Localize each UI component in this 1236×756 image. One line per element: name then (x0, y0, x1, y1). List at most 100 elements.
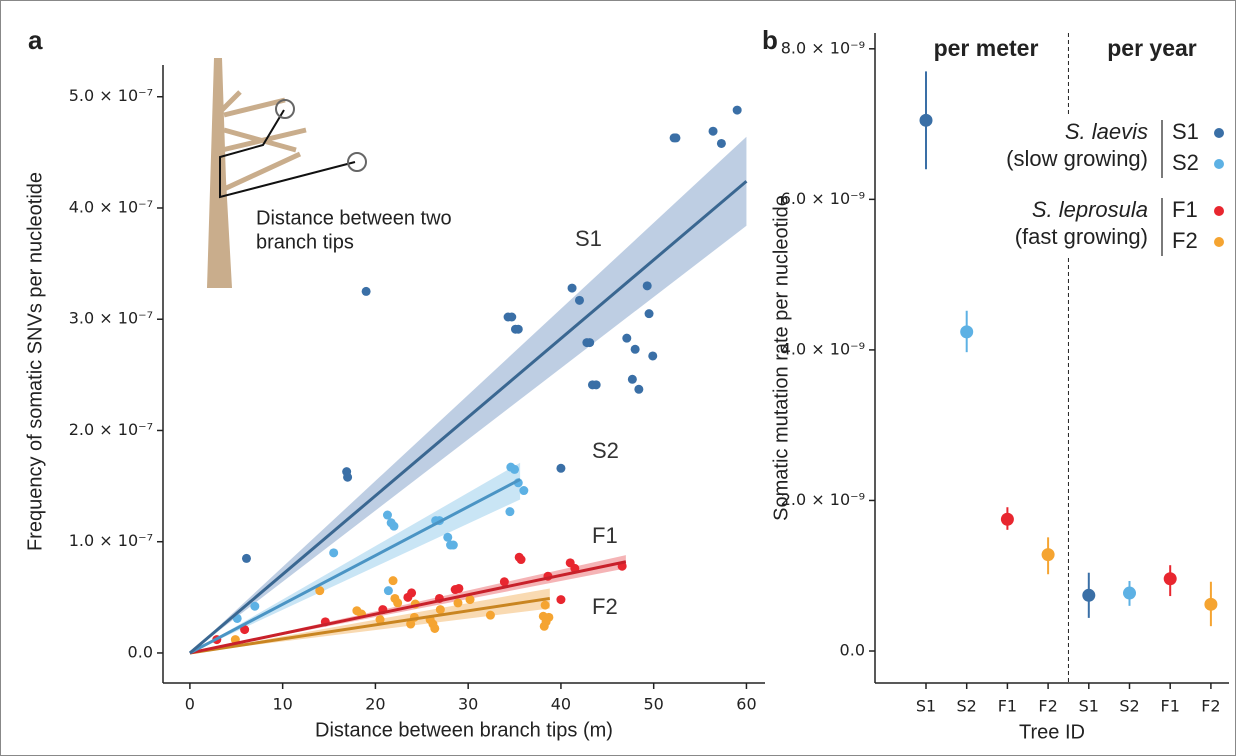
panel-label: a (28, 25, 43, 55)
point (644, 309, 654, 319)
point (435, 605, 445, 615)
series-label: S1 (575, 226, 602, 251)
point (393, 598, 403, 608)
x-tick-label: 20 (365, 695, 385, 714)
x-tick-label: 30 (458, 695, 478, 714)
fit-line (189, 478, 521, 655)
point (388, 576, 398, 586)
point (382, 510, 392, 520)
legend-tree: S1 (1172, 119, 1199, 144)
legend-dot (1214, 128, 1224, 138)
point (671, 133, 681, 143)
x-tick-label: F2 (1038, 697, 1057, 716)
x-axis-label: Distance between branch tips (m) (315, 719, 613, 741)
point (585, 338, 595, 348)
y-tick-label: 0.0 (840, 641, 865, 660)
point (634, 384, 644, 394)
x-tick-label: 10 (272, 695, 292, 714)
point (716, 138, 726, 148)
point (250, 601, 260, 611)
y-tick-label: 2.0 × 10⁻⁹ (781, 490, 865, 509)
point (403, 592, 413, 602)
tree-illustration (207, 58, 367, 288)
legend-dot (1214, 206, 1224, 216)
y-axis-label: Somatic mutation rate per nucleotide (770, 195, 792, 521)
point (510, 464, 520, 474)
confidence-band (189, 588, 550, 653)
y-tick-label: 8.0 × 10⁻⁹ (781, 38, 865, 57)
point (465, 595, 475, 605)
point (567, 283, 577, 293)
point (516, 555, 526, 565)
x-tick-label: F1 (998, 697, 1017, 716)
point (574, 295, 584, 305)
point (507, 312, 517, 322)
point (1082, 588, 1096, 602)
point (448, 540, 458, 550)
point (343, 472, 353, 482)
point (329, 548, 339, 558)
annotation: branch tips (256, 231, 354, 253)
point (519, 486, 529, 496)
confidence-band (189, 555, 626, 653)
point (375, 615, 385, 625)
point (513, 324, 523, 334)
point (241, 553, 251, 563)
point (443, 532, 453, 542)
point (630, 344, 640, 354)
point (505, 507, 515, 517)
legend-tree: F1 (1172, 197, 1198, 222)
x-tick-label: F2 (1201, 697, 1220, 716)
y-tick-label: 5.0 × 10⁻⁷ (69, 86, 153, 105)
legend-tree: F2 (1172, 228, 1198, 253)
group-label: per meter (934, 35, 1039, 61)
point (622, 333, 632, 343)
x-tick-label: 50 (644, 695, 664, 714)
x-tick-label: 0 (185, 695, 195, 714)
point (556, 595, 566, 605)
y-tick-label: 4.0 × 10⁻⁷ (69, 197, 153, 216)
y-axis-label: Frequency of somatic SNVs per nucleotide (24, 172, 46, 551)
group-label: per year (1107, 35, 1197, 61)
point (627, 374, 637, 384)
point (591, 380, 601, 390)
y-tick-label: 3.0 × 10⁻⁷ (69, 309, 153, 328)
series-label: S2 (592, 438, 619, 463)
legend-tree: S2 (1172, 150, 1199, 175)
y-tick-label: 1.0 × 10⁻⁷ (69, 531, 153, 550)
point (539, 621, 549, 631)
fit-line (189, 596, 551, 655)
annotation: Distance between two (256, 207, 452, 229)
point (708, 126, 718, 136)
legend-dot (1214, 159, 1224, 169)
x-tick-label: S1 (1079, 697, 1099, 716)
legend-species: S. leprosula (1032, 197, 1148, 222)
point (430, 623, 440, 633)
series-label: F1 (592, 523, 618, 548)
point (1204, 597, 1218, 611)
x-axis-label: Tree ID (1019, 721, 1085, 743)
point (540, 600, 550, 610)
point (240, 625, 250, 635)
point (361, 286, 371, 296)
point (389, 521, 399, 531)
panel-label: b (762, 25, 778, 55)
confidence-band (189, 136, 747, 653)
series-label: F2 (592, 594, 618, 619)
legend-note: (slow growing) (1006, 146, 1148, 171)
x-tick-label: 40 (551, 695, 571, 714)
point (544, 612, 554, 622)
legend-dot (1214, 237, 1224, 247)
point (648, 351, 658, 361)
point (499, 577, 509, 587)
fit-line (189, 560, 627, 655)
point (315, 586, 325, 596)
point (642, 281, 652, 291)
point (485, 610, 495, 620)
point (919, 113, 933, 127)
y-tick-label: 6.0 × 10⁻⁹ (781, 189, 865, 208)
x-tick-label: 60 (736, 695, 756, 714)
point (1041, 548, 1055, 562)
